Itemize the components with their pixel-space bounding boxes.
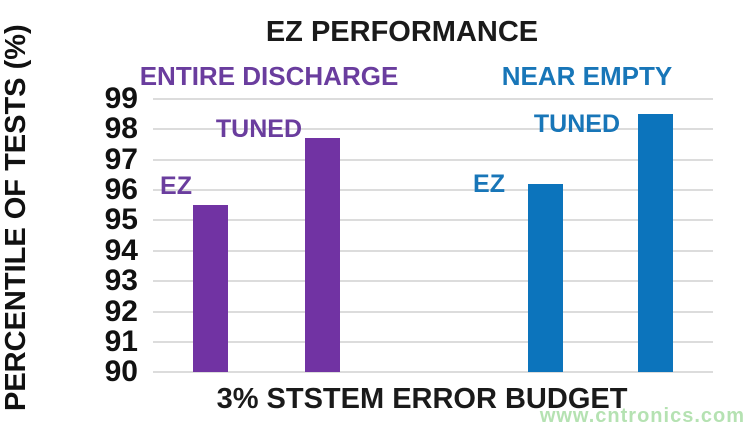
watermark-text: www.cntronics.com: [539, 405, 745, 427]
gridline: [153, 371, 713, 374]
gridline: [153, 280, 713, 283]
bar-entire-discharge-tuned: [305, 138, 340, 372]
y-tick-label: 91: [104, 324, 138, 358]
y-tick-label: 98: [104, 112, 138, 146]
bar-label-near-tuned: TUNED: [533, 110, 620, 138]
gridline: [153, 249, 713, 252]
y-tick-label: 99: [104, 82, 138, 115]
y-axis-title: PERCENTILE OF TESTS (%): [0, 24, 32, 412]
bar-label-entire-ez: EZ: [160, 172, 192, 200]
bar-label-entire-tuned: TUNED: [215, 115, 302, 143]
x-axis-title: 3% STSTEM ERROR BUDGET: [216, 383, 628, 415]
bar-entire-discharge-ez: [193, 204, 228, 372]
gridline: [153, 128, 713, 131]
y-tick-label: 95: [104, 203, 138, 237]
gridline: [153, 310, 713, 313]
bar-near-empty-tuned: [638, 113, 673, 372]
y-tick-label: 90: [104, 355, 138, 389]
group-label-near-empty: NEAR EMPTY: [501, 61, 673, 91]
group-label-entire-discharge: ENTIRE DISCHARGE: [139, 61, 399, 91]
bar-label-near-ez: EZ: [473, 170, 505, 198]
y-tick-label: 93: [104, 264, 138, 298]
y-tick-label: 94: [104, 233, 138, 267]
bar-near-empty-ez: [528, 183, 563, 372]
gridline: [153, 189, 713, 192]
chart-title: EZ PERFORMANCE: [265, 16, 539, 48]
gridline: [153, 219, 713, 222]
y-tick-label: 92: [104, 294, 138, 328]
gridline: [153, 98, 713, 100]
gridline: [153, 340, 713, 343]
y-tick-label: 97: [104, 142, 138, 176]
gridline: [153, 158, 713, 161]
y-tick-label: 96: [104, 173, 138, 207]
